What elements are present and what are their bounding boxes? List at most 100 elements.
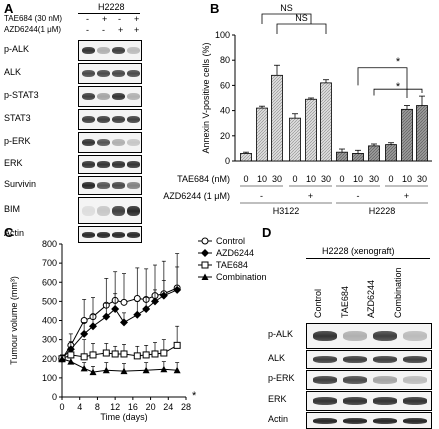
blot-band — [343, 376, 367, 384]
series-point-azd6244 — [173, 285, 182, 294]
bar — [336, 151, 348, 162]
blot-image — [78, 197, 142, 224]
ns-bracket-10-label: NS — [280, 3, 293, 13]
blot-band — [97, 205, 110, 216]
series-point-control — [173, 284, 181, 292]
series-point-azd6244 — [58, 354, 66, 363]
series-point-azd6244 — [120, 318, 128, 327]
panel-a-header-line — [78, 13, 140, 14]
blot-image — [306, 323, 432, 349]
blot-image — [78, 226, 142, 243]
bar — [320, 82, 332, 162]
x-tick-label: 16 — [128, 402, 138, 412]
blot-band — [82, 231, 95, 238]
series-point-combination — [102, 366, 110, 374]
ns-bracket-10 — [261, 13, 312, 24]
legend-marker — [201, 249, 209, 257]
series-point-tae684 — [142, 351, 150, 359]
x-tick-label: 12 — [110, 402, 120, 412]
blot-image — [78, 109, 142, 130]
series-line-tae684 — [61, 344, 178, 360]
treatment-sign: - — [118, 14, 121, 24]
blot-band — [112, 161, 125, 168]
blot-band — [127, 182, 140, 189]
blot-band — [313, 397, 337, 405]
lane-label: Control — [313, 288, 323, 318]
legend-marker — [201, 237, 209, 245]
y-tick-label: 700 — [42, 258, 57, 268]
series-point-tae684 — [133, 352, 141, 360]
blot-band — [373, 331, 397, 341]
blot-label: p-ALK — [4, 43, 30, 54]
azd-sign: + — [404, 191, 409, 201]
series-point-azd6244 — [111, 305, 120, 314]
blot-band — [112, 46, 125, 55]
cell-line-label: H3122 — [273, 206, 300, 216]
azd-sign: - — [357, 191, 360, 201]
series-point-control — [67, 341, 75, 349]
blot-band — [127, 138, 140, 147]
y-tick-label: 400 — [42, 316, 57, 326]
series-point-control — [151, 292, 159, 300]
bar — [271, 74, 283, 162]
x-tick-label: 24 — [163, 402, 173, 412]
blot-band — [82, 138, 95, 147]
blot-band — [403, 397, 427, 405]
blot-band — [343, 417, 367, 424]
series-point-control — [133, 295, 141, 303]
ns-bracket-30-label: NS — [295, 13, 308, 23]
x-axis-label: Time (days) — [100, 412, 147, 422]
ns-bracket-30 — [276, 23, 327, 34]
series-point-combination — [160, 365, 168, 373]
blot-label: ALK — [4, 66, 22, 77]
blot-label: ERK — [268, 394, 287, 404]
x-tick-label: 30 — [321, 174, 331, 184]
series-point-azd6244 — [159, 291, 168, 300]
y-tick-label: 500 — [42, 296, 57, 306]
row-label-tae684: TAE684 (nM) — [177, 174, 230, 184]
legend-label: TAE684 — [216, 260, 248, 270]
legend-label: Control — [216, 236, 245, 246]
y-tick-label: 20 — [220, 131, 230, 141]
treatment-sign: + — [102, 14, 108, 24]
series-point-control — [89, 313, 97, 321]
x-tick-label: 30 — [417, 174, 427, 184]
blot-band — [343, 331, 367, 341]
bar — [305, 98, 317, 162]
blot-band — [97, 92, 110, 101]
series-point-tae684 — [111, 350, 119, 358]
blot-label: Actin — [4, 227, 25, 238]
x-tick-label: 10 — [306, 174, 316, 184]
series-point-combination — [142, 366, 150, 374]
panel-a-cell-line: H2228 — [98, 2, 125, 12]
blot-label: BIM — [4, 203, 21, 214]
blot-label: p-ERK — [4, 135, 31, 146]
series-point-tae684 — [89, 351, 97, 359]
treatment-sign: + — [134, 25, 140, 35]
x-tick-label: 0 — [388, 174, 393, 184]
y-tick-label: 600 — [42, 277, 57, 287]
blot-band — [403, 356, 427, 363]
blot-band — [112, 69, 125, 78]
blot-band — [127, 231, 140, 238]
series-point-azd6244 — [151, 297, 159, 306]
series-point-control — [111, 296, 119, 304]
bar — [289, 117, 301, 162]
blot-band — [112, 138, 125, 147]
series-point-azd6244 — [133, 310, 142, 319]
series-point-control — [102, 301, 110, 309]
panel-a-letter: A — [4, 1, 14, 16]
treatment-sign: + — [134, 14, 140, 24]
blot-band — [97, 138, 110, 147]
x-tick-label: 30 — [369, 174, 379, 184]
blot-band — [127, 161, 140, 168]
bar — [368, 145, 380, 162]
blot-band — [127, 92, 140, 101]
blot-band — [373, 376, 397, 384]
row-label-azd6244: AZD6244 (1 μM) — [163, 191, 230, 201]
treatment-sign: + — [118, 25, 124, 35]
blot-image — [306, 391, 432, 411]
blot-image — [306, 370, 432, 390]
y-tick-label: 60 — [220, 80, 230, 90]
blot-band — [403, 376, 427, 384]
